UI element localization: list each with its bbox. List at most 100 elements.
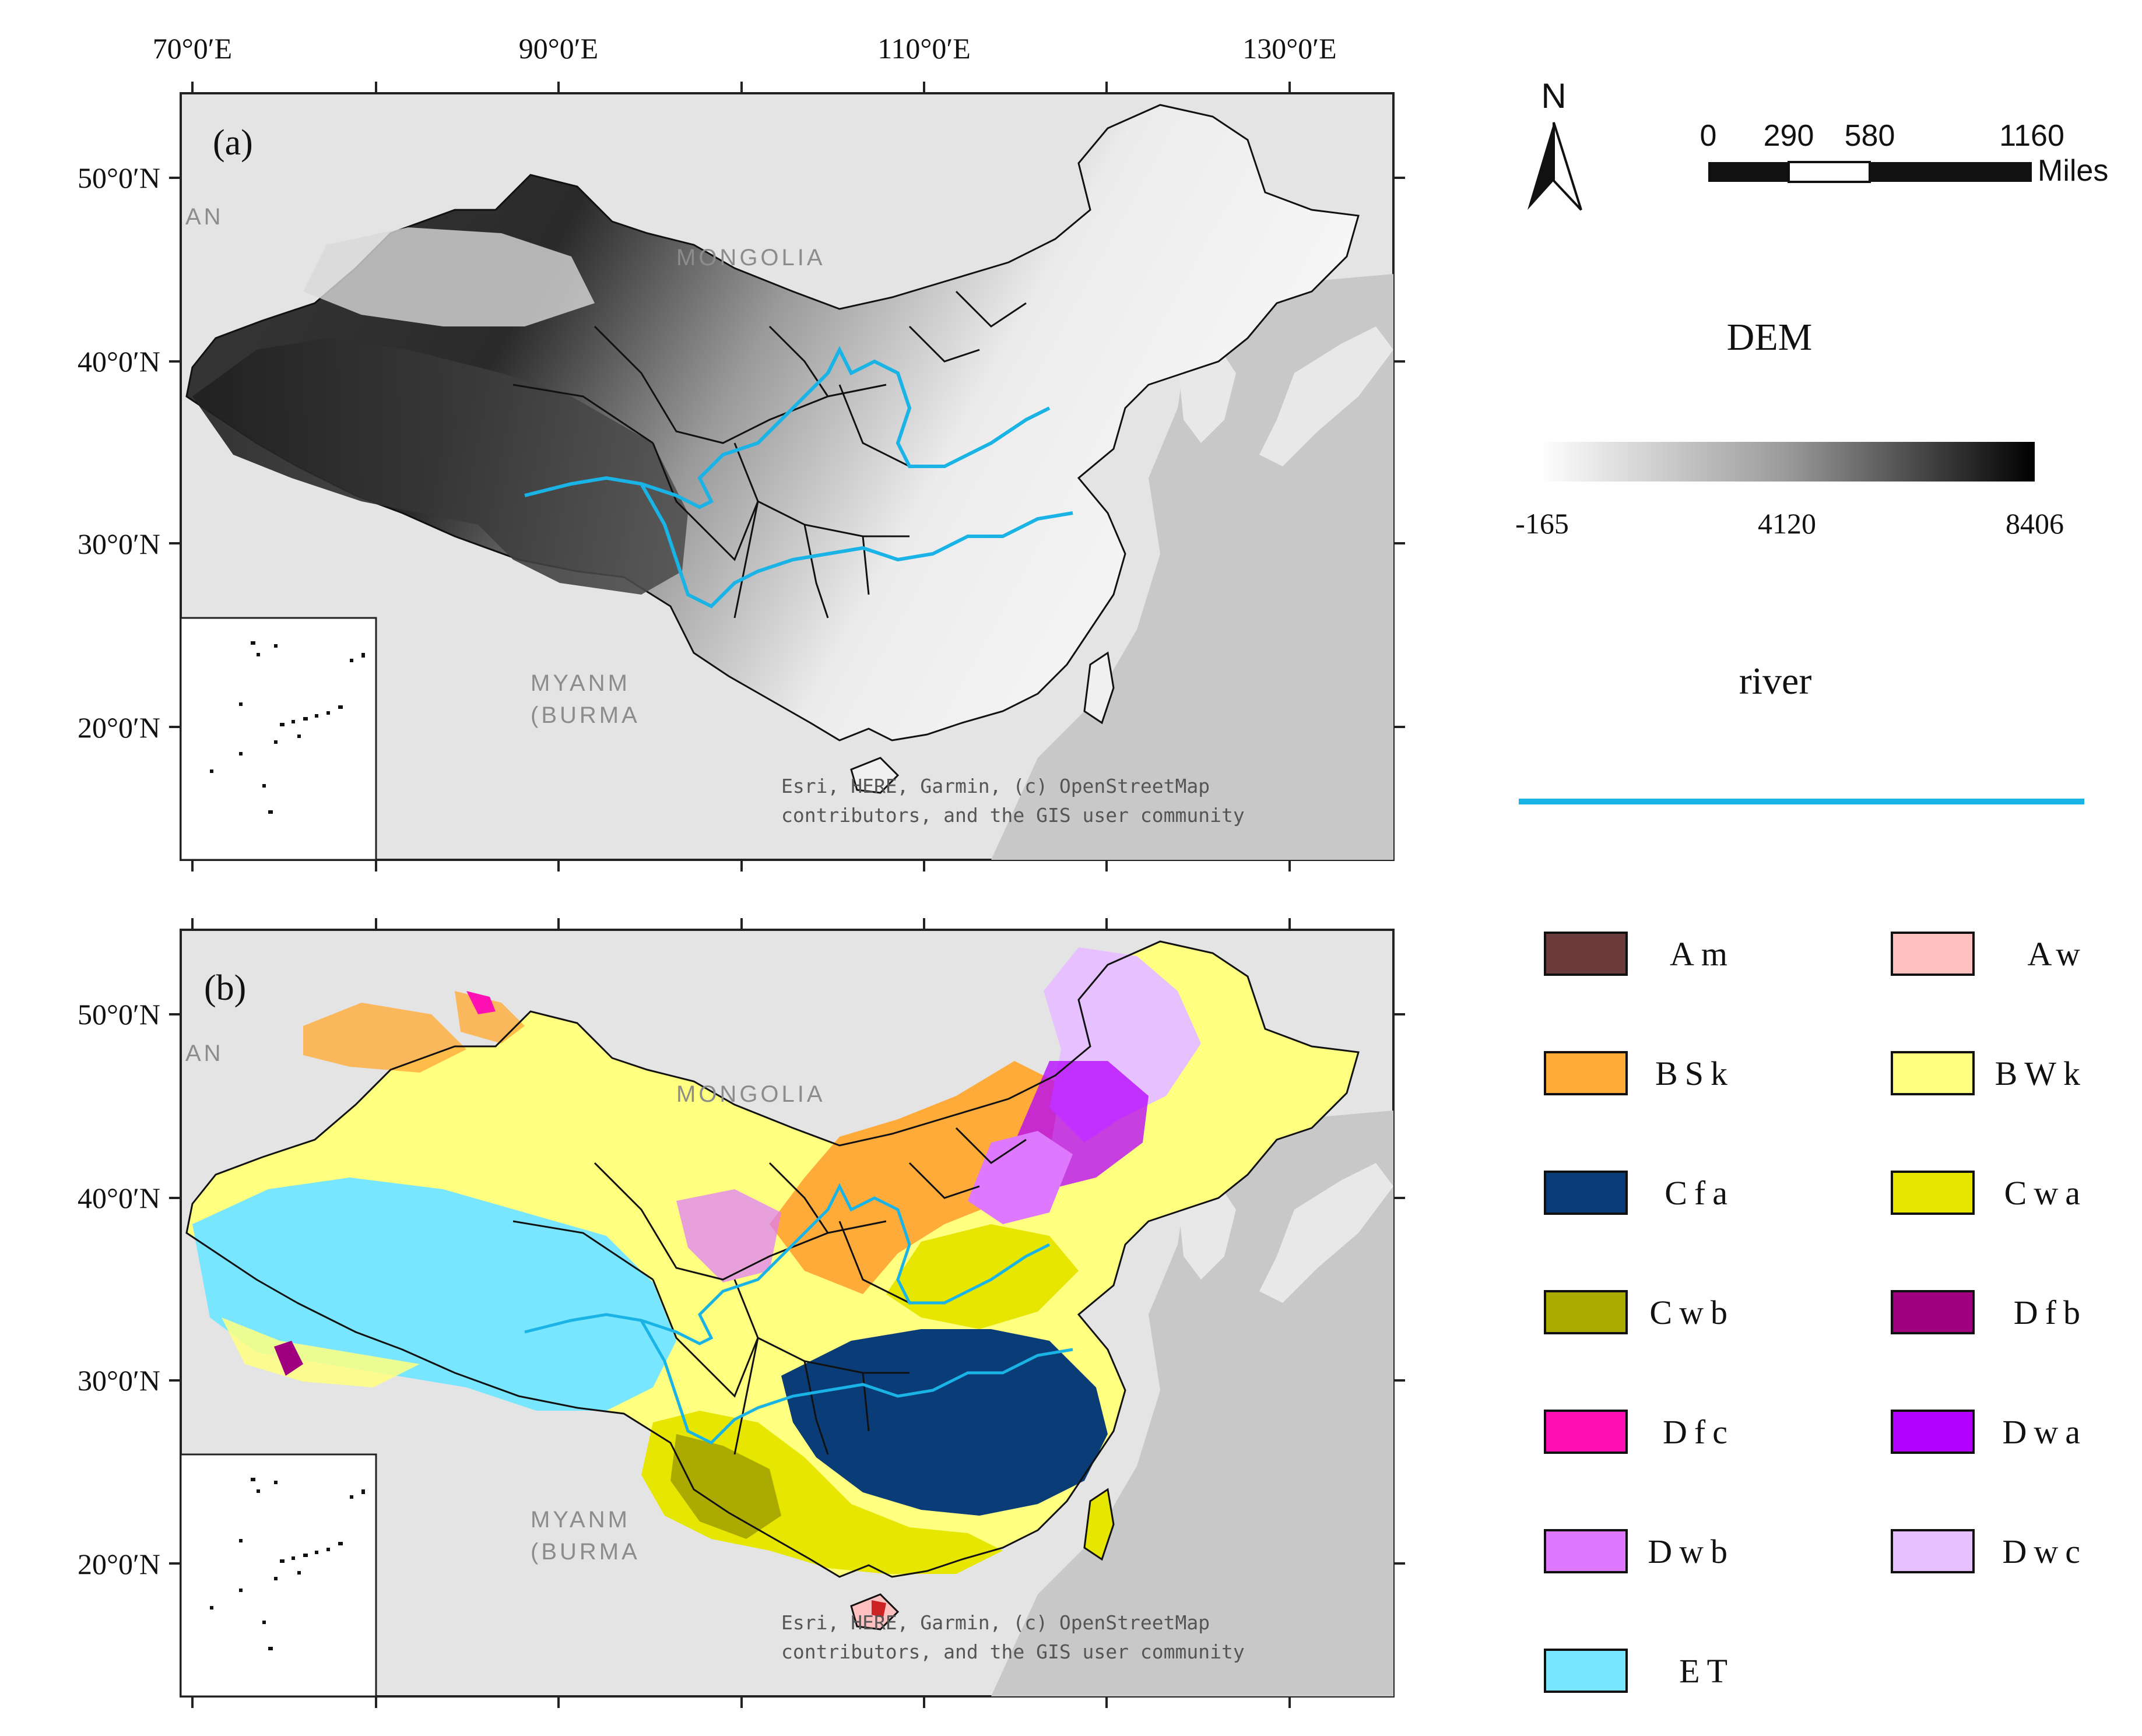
zone-bsk-tianshan [303, 1003, 466, 1073]
climate-legend: Am Aw BSk BWk Cfa Cwa Cwb Dfb Dfc Dwa Dwb Dwc ET [1544, 932, 2087, 1693]
panel-a-partial-label: AN [185, 204, 224, 230]
climate-label-aw: Aw [2028, 935, 2087, 973]
climate-swatch-dwc [1891, 1529, 1975, 1573]
climate-swatch-cwa [1891, 1171, 1975, 1215]
zone-bsk-altai [455, 991, 525, 1043]
panel-b-lat-40: 40°0′N [78, 1182, 160, 1214]
dem-legend-max: 8406 [2006, 507, 2064, 540]
climate-label-dwc: Dwc [2002, 1533, 2087, 1570]
panel-a-attribution-line1: Esri, HERE, Garmin, (c) OpenStreetMap [781, 775, 1210, 797]
panel-b-tag: (b) [204, 968, 246, 1008]
dem-color-ramp [1539, 442, 2035, 482]
scale-segment-3 [1870, 162, 2032, 182]
climate-swatch-cfa [1544, 1171, 1628, 1215]
panel-a-mongolia-label: MONGOLIA [676, 245, 826, 270]
dem-legend-mid: 4120 [1758, 507, 1816, 540]
panel-a-japan [1259, 326, 1393, 466]
climate-swatch-cwb [1544, 1290, 1628, 1334]
climate-swatch-am [1544, 932, 1628, 976]
top-longitude-axis: 70°0′E 90°0′E 110°0′E 130°0′E [153, 32, 1337, 65]
north-arrow: N [1528, 76, 1582, 211]
zone-dfc [466, 991, 496, 1014]
panel-b-burma-label: (BURMA [531, 1539, 640, 1565]
climate-swatch-dfc [1544, 1410, 1628, 1454]
scale-bar: 0 290 580 1160 Miles [1700, 119, 2109, 188]
panel-a-lat-30: 30°0′N [78, 528, 160, 560]
panel-a-lat-50: 50°0′N [78, 161, 160, 194]
zone-cwb [670, 1434, 781, 1539]
scale-unit: Miles [2038, 154, 2108, 188]
climate-swatch-bwk [1891, 1051, 1975, 1095]
river-legend: river [1519, 660, 2084, 804]
zone-bsk [770, 1061, 1061, 1294]
climate-label-dfb: Dfb [2014, 1294, 2087, 1331]
panel-a-tag: (a) [213, 123, 253, 163]
scale-segment-2 [1788, 161, 1871, 183]
panel-a-burma-label: (BURMA [531, 702, 640, 728]
panel-b-south-china-sea-inset [180, 1453, 377, 1698]
panel-b-partial-label: AN [185, 1041, 224, 1066]
panel-a-hainan [850, 757, 900, 794]
climate-label-et: ET [1679, 1652, 1734, 1690]
climate-label-dwb: Dwb [1648, 1533, 1734, 1570]
panel-a-ticks [169, 82, 1405, 871]
lon-label-70: 70°0′E [153, 32, 232, 65]
panel-b-hainan-am [872, 1600, 886, 1618]
river-legend-title: river [1739, 660, 1812, 702]
panel-b-ticks [169, 918, 1405, 1708]
panel-a-lat-20: 20°0′N [78, 711, 160, 744]
panel-b-lat-20: 20°0′N [78, 1548, 160, 1580]
north-arrow-left-half [1528, 122, 1554, 210]
climate-swatch-bsk [1544, 1051, 1628, 1095]
panel-a-lat-axis: 50°0′N 40°0′N 30°0′N 20°0′N [78, 161, 160, 744]
dem-legend: DEM -165 4120 8406 [1515, 316, 2064, 540]
zone-dwb-loess [676, 1189, 781, 1282]
north-arrow-label: N [1541, 76, 1566, 115]
north-arrow-right-half [1553, 122, 1582, 211]
panel-b-lat-axis: 50°0′N 40°0′N 30°0′N 20°0′N [78, 998, 160, 1580]
dem-legend-title: DEM [1727, 316, 1813, 359]
climate-swatch-dfb [1891, 1290, 1975, 1334]
climate-label-bsk: BSk [1655, 1055, 1734, 1092]
climate-swatch-aw [1891, 932, 1975, 976]
panel-b-taiwan [1083, 1488, 1115, 1561]
scale-tick-0: 0 [1700, 119, 1717, 153]
panel-b-attribution-line2: contributors, and the GIS user community [781, 1640, 1245, 1663]
panel-b-lat-50: 50°0′N [78, 998, 160, 1031]
panel-a-province-borders [512, 290, 1027, 619]
climate-swatch-dwa [1891, 1410, 1975, 1454]
panel-a-tibet-plateau [192, 338, 688, 595]
panel-b-rivers [524, 1183, 1073, 1445]
panel-a-dem-map: MONGOLIA MYANM (BURMA AN Esri, HERE, Gar… [78, 82, 1405, 871]
climate-label-dwa: Dwa [2002, 1413, 2087, 1451]
panel-b-inset-islands [210, 1478, 365, 1650]
panel-a-inset-islands [210, 641, 365, 814]
scale-segment-1 [1708, 162, 1789, 182]
dem-legend-min: -165 [1515, 507, 1569, 540]
panel-b-japan [1259, 1163, 1393, 1303]
zone-dwb [968, 1131, 1073, 1224]
climate-label-bwk: BWk [1995, 1055, 2087, 1092]
panel-b-lat-30: 30°0′N [78, 1364, 160, 1397]
panel-b-climate-map: MONGOLIA MYANM (BURMA AN Esri, HERE, Gar… [78, 918, 1405, 1708]
scale-tick-580: 580 [1845, 119, 1895, 153]
scale-tick-290: 290 [1764, 119, 1814, 153]
climate-swatch-et [1544, 1649, 1628, 1693]
climate-label-cwb: Cwb [1649, 1294, 1734, 1331]
climate-label-cfa: Cfa [1665, 1174, 1734, 1212]
panel-a-tarim-basin [303, 227, 595, 326]
panel-b-province-borders [512, 1127, 1027, 1455]
zone-bwk-tibet-patch [222, 1317, 420, 1387]
zone-dfb [274, 1341, 303, 1376]
panel-a-rivers [524, 346, 1073, 609]
lon-label-90: 90°0′E [519, 32, 598, 65]
lon-label-110: 110°0′E [877, 32, 971, 65]
panel-a-myanmar-label: MYANM [531, 670, 630, 696]
panel-a-lat-40: 40°0′N [78, 345, 160, 378]
panel-b-myanmar-label: MYANM [531, 1507, 630, 1533]
climate-swatch-dwb [1544, 1529, 1628, 1573]
panel-b-mongolia-label: MONGOLIA [676, 1081, 826, 1107]
panel-a-south-china-sea-inset [180, 617, 377, 861]
panel-b-attribution-line1: Esri, HERE, Garmin, (c) OpenStreetMap [781, 1611, 1210, 1634]
